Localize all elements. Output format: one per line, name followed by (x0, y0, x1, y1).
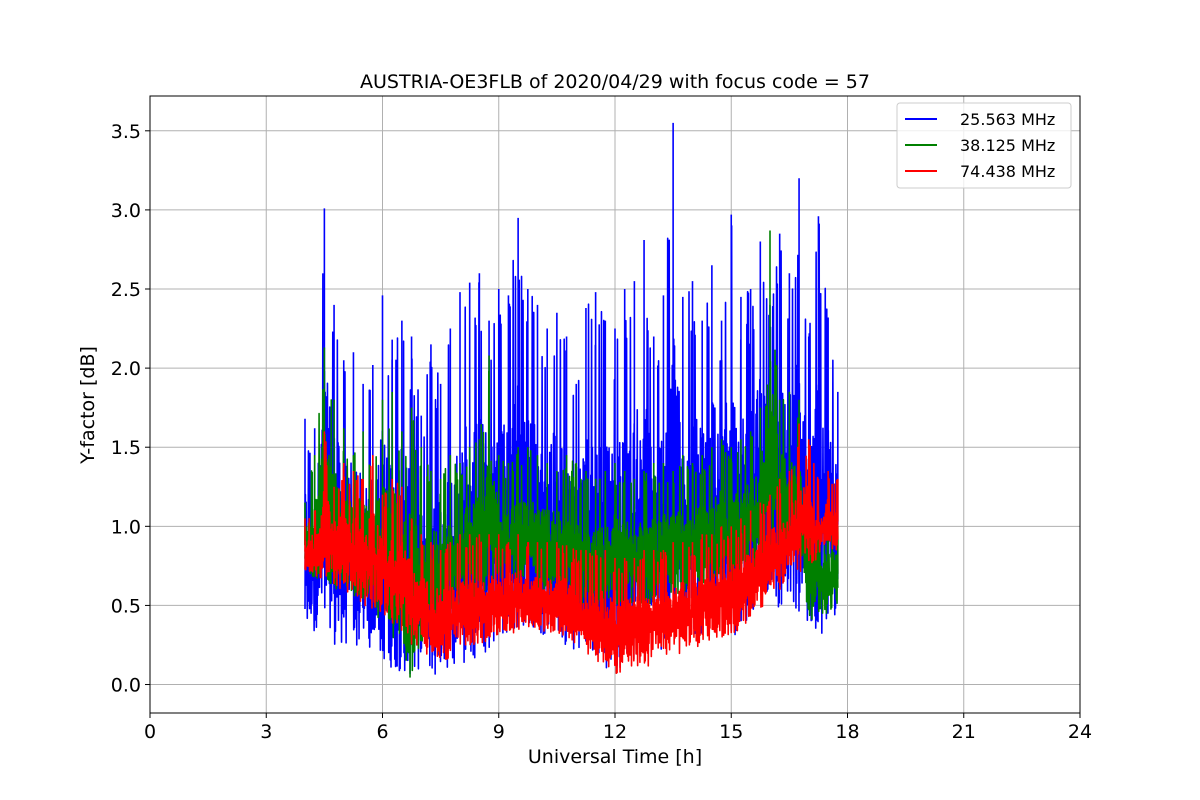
x-tick-label: 15 (719, 721, 743, 743)
x-tick-label: 3 (260, 721, 272, 743)
x-axis-label: Universal Time [h] (528, 746, 702, 768)
x-tick-label: 0 (144, 721, 156, 743)
x-tick-label: 21 (952, 721, 976, 743)
legend: 25.563 MHz 38.125 MHz 74.438 MHz (896, 102, 1072, 189)
legend-label-74-438: 74.438 MHz (960, 162, 1055, 181)
ticks: 0 3 6 9 12 15 18 21 24 0.0 0.5 1.0 1.5 2.0 2.5 3.0 3.5 (111, 121, 1092, 743)
y-tick-label: 3.5 (111, 121, 141, 143)
series-74-438-MHz (304, 423, 839, 675)
x-tick-label: 9 (493, 721, 505, 743)
y-tick-label: 2.5 (111, 279, 141, 301)
series-line (304, 441, 839, 675)
plot-data (304, 122, 839, 678)
y-tick-label: 0.5 (111, 595, 141, 617)
y-tick-label: 1.5 (111, 437, 141, 459)
y-tick-label: 0.0 (111, 675, 141, 697)
y-tick-label: 2.0 (111, 358, 141, 380)
y-tick-label: 1.0 (111, 516, 141, 538)
legend-label-38-125: 38.125 MHz (960, 136, 1055, 155)
legend-frame (896, 102, 1072, 189)
y-axis-label: Y-factor [dB] (77, 346, 99, 465)
x-tick-label: 18 (835, 721, 859, 743)
x-tick-label: 24 (1068, 721, 1092, 743)
legend-label-25-563: 25.563 MHz (960, 110, 1055, 129)
x-tick-label: 6 (376, 721, 388, 743)
x-tick-label: 12 (603, 721, 627, 743)
y-tick-label: 3.0 (111, 200, 141, 222)
chart-title: AUSTRIA-OE3FLB of 2020/04/29 with focus … (360, 71, 870, 93)
